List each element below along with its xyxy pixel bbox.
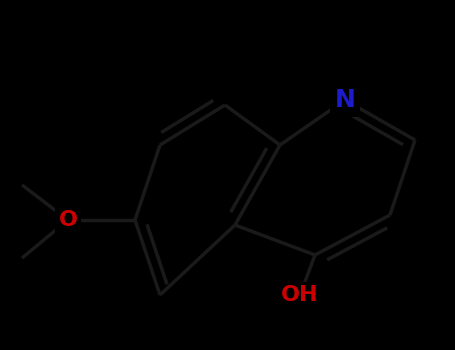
Text: O: O (59, 210, 77, 230)
Text: OH: OH (281, 285, 319, 305)
Text: N: N (334, 88, 355, 112)
